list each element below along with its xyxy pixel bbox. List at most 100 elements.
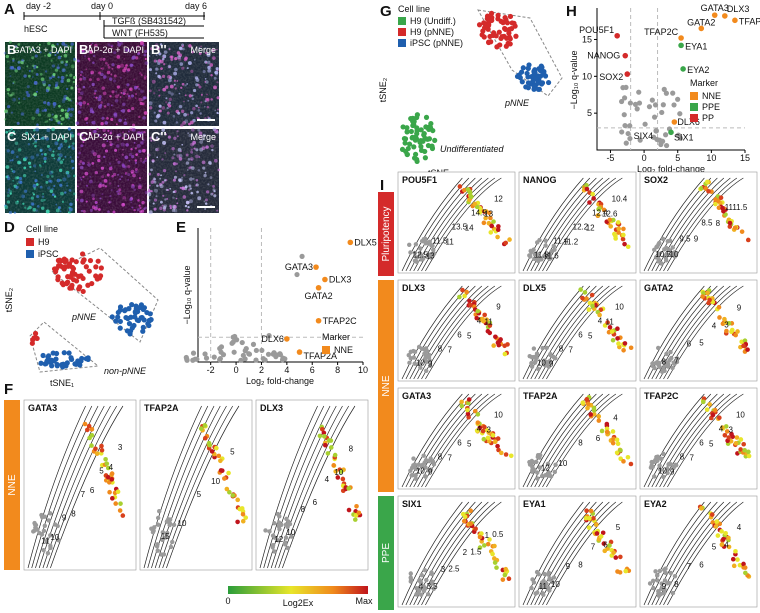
dot	[675, 132, 681, 138]
contour-label: 9	[662, 582, 667, 591]
contour-label: 9	[737, 304, 742, 313]
legend-label: PPE	[702, 102, 720, 112]
legend-swatch	[398, 28, 406, 36]
dot	[738, 447, 743, 452]
dot	[706, 189, 711, 194]
dot	[608, 539, 614, 545]
dot	[656, 345, 661, 351]
dot	[539, 473, 545, 479]
dot	[272, 549, 277, 554]
contour-label: 10	[670, 250, 679, 259]
dot	[275, 511, 281, 517]
dot	[584, 508, 589, 514]
dot	[412, 361, 417, 366]
legend-swatch	[690, 103, 698, 111]
dot	[538, 257, 544, 262]
dot	[482, 312, 487, 318]
dot	[653, 255, 659, 260]
dot	[545, 79, 552, 86]
dot	[405, 145, 411, 152]
axes	[197, 228, 363, 363]
dot	[107, 489, 112, 495]
dot	[184, 356, 190, 362]
dot	[657, 364, 662, 370]
dot	[419, 238, 425, 244]
dot	[482, 543, 487, 548]
stain-label: SIX1 + DAPI	[21, 132, 72, 142]
dot	[411, 463, 416, 468]
dot	[720, 425, 725, 430]
dot	[109, 314, 115, 320]
dot	[742, 447, 747, 453]
dot	[332, 452, 338, 458]
dot	[494, 565, 499, 570]
dot	[202, 423, 208, 428]
dot	[408, 468, 413, 473]
dot	[502, 572, 508, 578]
dot	[746, 449, 751, 455]
colorbar-label: 0	[225, 596, 230, 606]
dot	[473, 526, 478, 532]
dot	[78, 358, 84, 364]
legend-title: Marker	[690, 78, 718, 88]
dot	[462, 187, 467, 193]
dot	[203, 355, 210, 361]
dot	[614, 450, 620, 456]
dot	[164, 519, 170, 524]
dot	[637, 137, 643, 143]
contour-label: 8	[578, 439, 583, 448]
dot	[661, 474, 666, 480]
group-bar	[378, 496, 394, 610]
dot	[69, 282, 75, 288]
dot	[146, 317, 152, 324]
dot	[650, 361, 655, 366]
dot	[206, 440, 212, 446]
dot	[475, 420, 481, 425]
dot	[413, 242, 419, 247]
dot	[270, 545, 275, 550]
contour-label: 13	[484, 210, 493, 219]
dot	[462, 514, 468, 520]
gene-title: EYA2	[644, 499, 667, 509]
tick-label: 10	[358, 365, 368, 375]
dot	[589, 292, 595, 298]
contour	[46, 405, 118, 569]
dot	[723, 530, 728, 536]
contour	[522, 177, 584, 272]
dot	[328, 445, 334, 450]
dot	[699, 506, 704, 511]
dot	[655, 457, 660, 463]
dot	[613, 555, 619, 560]
dot	[331, 463, 336, 468]
tick-label: 15	[582, 34, 592, 44]
dot	[240, 511, 246, 517]
dot	[583, 515, 589, 521]
dot	[50, 350, 56, 356]
dot	[632, 101, 639, 107]
contour-label: 7	[447, 454, 452, 463]
dot	[267, 529, 272, 534]
dot	[726, 435, 732, 440]
contour-label: 8	[662, 357, 667, 366]
dot	[719, 529, 724, 534]
dot	[737, 562, 743, 568]
dot	[506, 576, 512, 582]
dot	[118, 501, 123, 506]
dot	[724, 429, 730, 434]
dot	[582, 290, 588, 295]
dot	[335, 475, 341, 480]
dot	[496, 447, 501, 453]
dot	[622, 52, 629, 59]
contour	[154, 405, 221, 569]
dot	[262, 357, 268, 363]
contour-label: 10.5	[655, 250, 671, 259]
dot	[423, 236, 428, 241]
dot	[597, 206, 602, 211]
dot	[49, 363, 55, 369]
dot	[190, 350, 197, 356]
contour-label: 4	[477, 425, 482, 434]
dot	[594, 531, 600, 536]
gene-label: POU5F1	[579, 25, 614, 35]
dot	[622, 241, 627, 247]
contour-label: 10	[334, 468, 343, 477]
